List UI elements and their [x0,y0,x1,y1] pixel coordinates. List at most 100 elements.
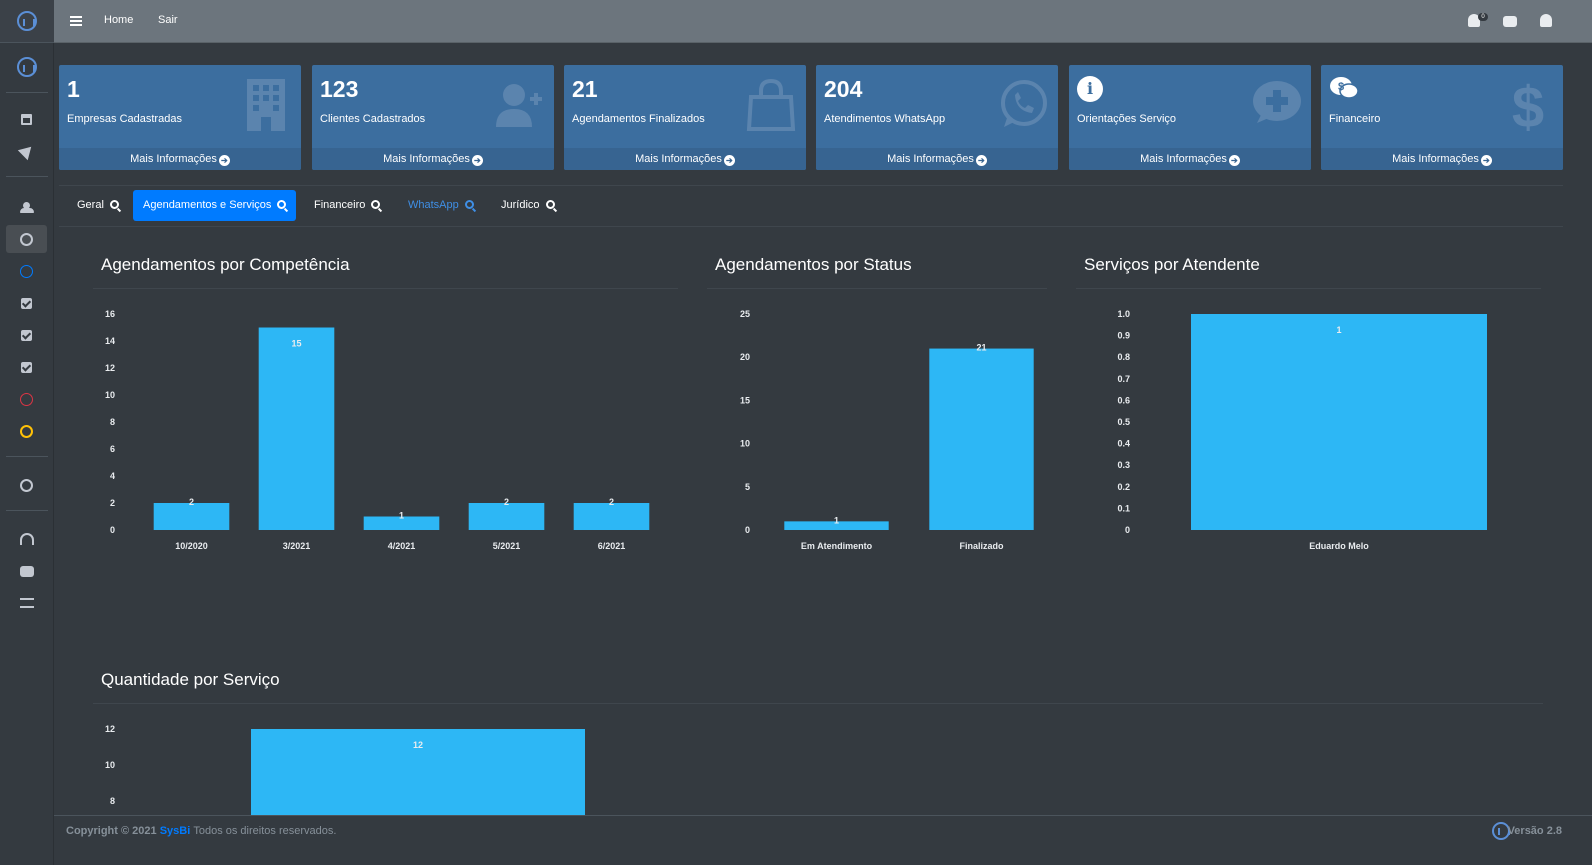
chart-divider [93,703,1543,704]
card-whatsapp: 204 Atendimentos WhatsApp Mais Informaçõ… [816,65,1058,170]
y-tick-label: 10 [105,390,115,400]
card-more-info-link[interactable]: Mais Informações ➔ [1069,148,1311,170]
card-more-info-link[interactable]: Mais Informações ➔ [1321,148,1563,170]
bar-data-label: 21 [976,343,986,353]
chart-bar [363,516,440,530]
y-tick-label: 0.9 [1117,331,1130,341]
card-footer-label: Mais Informações [635,153,722,165]
bar-data-label: 2 [609,497,614,507]
sidebar-item-users[interactable] [6,193,47,221]
sidebar-item-check-1[interactable] [6,289,47,317]
x-tick-label: 4/2021 [388,541,416,551]
network-icon [19,598,34,608]
chart-bar [258,327,335,530]
sidebar-item-robot[interactable] [6,557,47,585]
sidebar-divider [6,456,48,457]
chart-title-status: Agendamentos por Status [715,255,912,274]
sidebar-item-whatsapp[interactable] [6,225,47,253]
chart-bar [784,521,889,530]
search-icon [277,200,287,209]
card-more-info-link[interactable]: Mais Informações ➔ [564,148,806,170]
paper-plane-icon [17,141,36,161]
card-clientes: 123 Clientes Cadastrados Mais Informaçõe… [312,65,554,170]
x-tick-label: 10/2020 [175,541,208,551]
y-tick-label: 10 [105,760,115,770]
y-tick-label: 8 [110,796,115,806]
brand-logo-link[interactable] [0,0,54,43]
tab-label: WhatsApp [408,199,459,211]
y-tick-label: 0.7 [1117,374,1130,384]
y-tick-label: 5 [745,482,750,492]
menu-toggle-icon[interactable] [70,16,82,26]
y-tick-label: 4 [110,471,115,481]
bar-data-label: 2 [504,497,509,507]
chart-bar [1191,314,1487,530]
sidebar-item-send[interactable] [6,137,47,165]
sidebar-item-circle-yellow[interactable] [6,417,47,445]
card-label: Empresas Cadastradas [67,113,182,125]
chart-agendamentos-competencia: 16 14 12 10 8 6 4 2 0 2 10/2020 15 3/2021 1 4/2021 2 5/2… [105,309,650,551]
y-tick-label: 0.4 [1117,439,1130,449]
sidebar-item-check-2[interactable] [6,321,47,349]
robot-icon [19,565,34,577]
arrow-circle-right-icon: ➔ [975,155,987,166]
bar-data-label: 1 [1336,325,1341,335]
y-tick-label: 0.3 [1117,460,1130,470]
circle-icon [20,264,33,278]
arrow-circle-right-icon: ➔ [471,155,483,166]
version-text: Versão 2.8 [1507,825,1562,837]
y-tick-label: 0 [745,525,750,535]
sidebar-item-network[interactable] [6,589,47,617]
sidebar-item-whatsapp-2[interactable] [6,471,47,499]
sidebar-item-circle-red[interactable] [6,385,47,413]
chart-title-competencia: Agendamentos por Competência [101,255,350,274]
copyright-text: Copyright © 2021 SysBi Todos os direitos… [66,825,336,837]
arrow-circle-right-icon: ➔ [723,155,735,166]
sidebar-item-agenda[interactable] [6,105,47,133]
tab-financeiro[interactable]: Financeiro [304,190,390,221]
dashboard-panel: Geral Agendamentos e Serviços Financeiro… [59,185,1563,816]
card-more-info-link[interactable]: Mais Informações ➔ [312,148,554,170]
dollar-icon: $ [1512,77,1544,131]
building-icon [247,79,285,131]
tab-juridico[interactable]: Jurídico [491,190,565,221]
card-orientacoes: i Orientações Serviço Mais Informações ➔ [1069,65,1311,170]
brand-link[interactable]: SysBi [159,825,191,837]
card-value: 1 [67,76,80,102]
chart-divider [1076,288,1541,289]
whatsapp-icon [1001,80,1047,127]
y-tick-label: 12 [105,724,115,734]
check-square-icon [21,361,32,373]
tab-geral[interactable]: Geral [67,190,129,221]
headset-icon [19,533,34,545]
user-avatar-icon[interactable] [17,57,37,77]
copyright-label: Copyright © 2021 [66,825,157,837]
nav-home-link[interactable]: Home [104,14,134,26]
sidebar-divider [6,510,48,511]
user-icon[interactable] [1540,14,1552,27]
sidebar-item-circle-blue[interactable] [6,257,47,285]
bar-data-label: 1 [834,515,839,525]
sidebar-item-support[interactable] [6,525,47,553]
card-value: 123 [320,76,359,102]
card-label: Orientações Serviço [1077,113,1177,125]
card-value: 21 [572,76,598,102]
shopping-bag-icon [746,78,796,131]
nav-logout-link[interactable]: Sair [158,14,178,26]
bar-data-label: 15 [291,339,301,349]
tab-whatsapp[interactable]: WhatsApp [398,190,484,221]
sidebar-item-check-3[interactable] [6,353,47,381]
chart-title-atendente: Serviços por Atendente [1084,255,1260,274]
tab-label: Agendamentos e Serviços [143,199,272,211]
calendar-icon [21,113,32,125]
bell-icon[interactable] [1468,14,1480,27]
chart-divider [707,288,1047,289]
card-more-info-link[interactable]: Mais Informações ➔ [816,148,1058,170]
robot-icon[interactable] [1503,16,1517,27]
y-tick-label: 0.2 [1117,482,1130,492]
card-value: 204 [824,76,863,102]
y-tick-label: 16 [105,309,115,319]
tab-agendamentos-servicos[interactable]: Agendamentos e Serviços [133,190,297,221]
card-more-info-link[interactable]: Mais Informações ➔ [59,148,301,170]
y-tick-label: 14 [105,336,115,346]
